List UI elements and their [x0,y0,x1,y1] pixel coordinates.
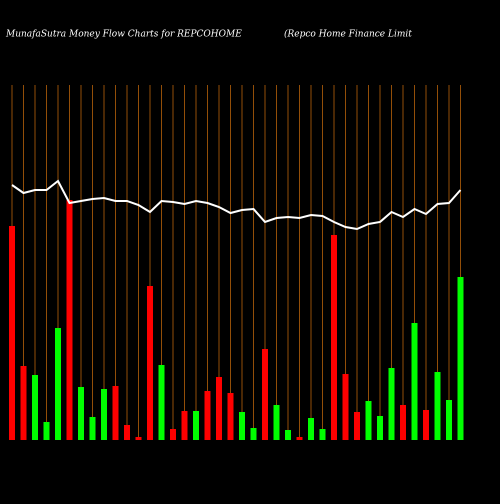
bar [158,365,165,440]
bar [227,393,234,440]
bar [9,226,15,440]
bar [457,277,464,440]
bar [181,411,188,440]
bar [446,400,452,440]
bar [388,368,395,440]
bar [308,418,314,440]
bar [239,412,245,440]
bar [204,391,211,440]
bar [285,430,291,440]
bar [43,422,50,440]
money-flow-line [11,179,462,231]
bar [423,410,429,440]
bar [89,417,96,440]
bar [135,437,142,440]
bar [32,375,38,440]
bar [124,425,130,440]
bar [400,405,406,440]
bar [262,349,268,440]
bar [78,387,84,440]
bar [342,374,349,440]
bar [170,429,176,440]
bar [193,411,199,440]
chart-title: MunafaSutra Money Flow Charts for REPCOH… [5,30,242,40]
bar [319,429,326,440]
bar [377,416,383,440]
bar [354,412,360,440]
bar [55,328,61,440]
bar [101,389,107,440]
bar [273,405,280,440]
bar [296,437,303,440]
bar [66,200,73,440]
bar [112,386,119,440]
bar [365,401,372,440]
bar [20,366,27,440]
bar [147,286,153,440]
chart-subtitle: (Repco Home Finance Limit [284,29,412,40]
bar [250,428,257,440]
bar [411,323,418,440]
bar [331,235,337,440]
bar [434,372,441,440]
bar [216,377,222,440]
